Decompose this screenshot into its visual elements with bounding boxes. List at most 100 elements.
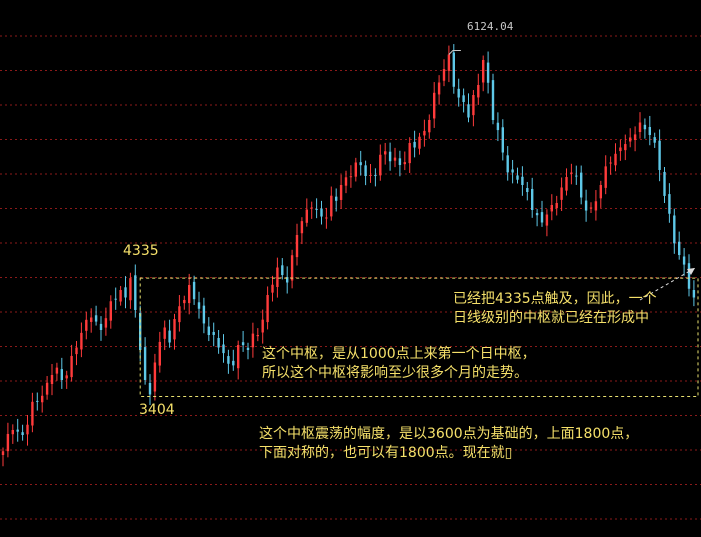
candle-body (295, 235, 299, 258)
candle (580, 165, 583, 205)
candle-body (104, 318, 108, 328)
candle-body (45, 382, 49, 395)
touch-annotation-line-2: 日线级别的中枢就已经在形成中 (453, 310, 649, 326)
candle (261, 309, 264, 344)
candle-body (290, 255, 294, 281)
candle (315, 198, 318, 219)
candle-body (6, 433, 10, 452)
candles (1, 44, 696, 467)
candle-body (570, 172, 573, 174)
candle-body (452, 52, 455, 87)
candle (413, 130, 416, 158)
candle (472, 90, 475, 127)
candle (496, 112, 500, 142)
candle (41, 385, 44, 413)
candle-body (526, 188, 529, 193)
candle-body (271, 284, 274, 293)
peak-price-label: 6124.04 (467, 20, 514, 33)
candle-body (535, 213, 539, 216)
candle-body (94, 315, 98, 322)
candle-body (339, 185, 343, 200)
candle (668, 183, 671, 223)
candle (531, 177, 534, 218)
pivot-annotation-line-1: 这个中枢，是从1000点上来第一个日中枢， (262, 346, 536, 362)
candle (295, 223, 299, 266)
candle-body (163, 327, 166, 339)
candle (364, 160, 367, 186)
candle (374, 168, 377, 187)
candle (398, 150, 402, 177)
candle-body (11, 430, 14, 435)
candle (570, 163, 573, 185)
candle (94, 305, 98, 326)
candle-body (369, 175, 372, 176)
candle (433, 82, 436, 128)
candle-body (75, 347, 78, 355)
candle-body (501, 127, 504, 153)
candle-body (202, 305, 206, 324)
candle-body (305, 209, 308, 223)
candle (599, 180, 602, 208)
candle-body (575, 175, 578, 177)
candle-body (237, 345, 240, 369)
candle (217, 330, 220, 354)
candle (335, 188, 338, 212)
candle (232, 349, 235, 371)
candle-body (212, 331, 215, 335)
candle-body (246, 347, 250, 350)
candle-body (384, 151, 387, 155)
candle (393, 147, 397, 168)
candle (535, 208, 539, 227)
candle (687, 254, 691, 297)
candle-body (50, 375, 54, 385)
candle-body (550, 205, 553, 212)
candle-body (325, 217, 328, 219)
candle-body (457, 88, 460, 98)
candle (501, 119, 504, 161)
candle-body (472, 94, 475, 116)
candle (349, 165, 353, 188)
candle (143, 337, 147, 385)
candle (325, 207, 328, 229)
candle-body (624, 144, 627, 151)
candle (183, 295, 186, 310)
candle (594, 190, 598, 221)
candle (246, 342, 250, 360)
candle-body (423, 130, 426, 136)
candle (26, 414, 29, 446)
candle-body (364, 165, 367, 176)
candle-body (560, 187, 563, 200)
touch-arrow-head (687, 268, 695, 275)
touch-arrow (639, 267, 696, 301)
candle (584, 189, 588, 222)
candle (173, 313, 176, 350)
candle-body (496, 122, 500, 131)
candle-body (555, 202, 558, 209)
candle-body (65, 375, 68, 379)
candle-body (506, 155, 509, 173)
pivot-high-label: 4335 (123, 243, 159, 259)
candle (491, 73, 495, 125)
candle-body (183, 299, 186, 304)
candle (70, 344, 73, 382)
candle-body (36, 400, 39, 402)
candle (643, 118, 647, 139)
candle (388, 142, 392, 171)
candle-body (374, 174, 377, 176)
candle (55, 362, 59, 381)
candle-body (266, 295, 269, 323)
candle (442, 59, 446, 87)
candle-body (241, 342, 245, 346)
candle (511, 159, 514, 184)
candle-body (433, 92, 436, 119)
candle (241, 330, 245, 352)
candle-body (315, 208, 318, 210)
candle-body (286, 277, 289, 283)
candle-body (418, 136, 421, 149)
candle (197, 291, 201, 319)
candle (75, 341, 78, 366)
candle-body (486, 62, 490, 83)
candle (428, 114, 431, 139)
candle-body (31, 401, 34, 426)
